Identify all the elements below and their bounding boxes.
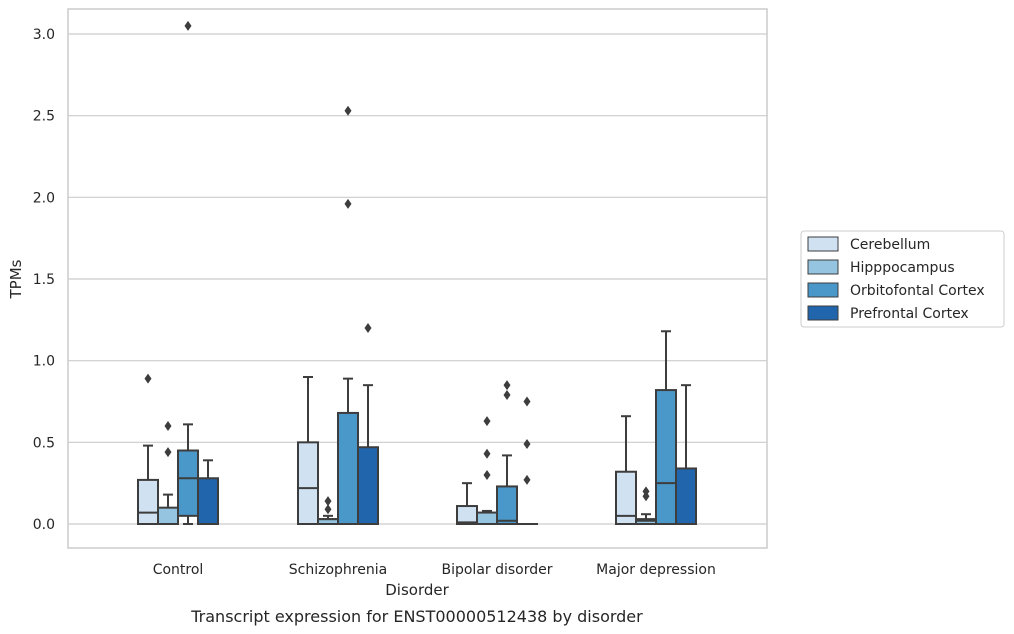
x-tick-label: Control	[153, 562, 204, 578]
outlier-point	[144, 373, 152, 384]
y-axis-label: TPMs	[7, 259, 25, 299]
outlier-point	[364, 323, 372, 333]
y-tick-label: 3.0	[33, 27, 55, 43]
outlier-point	[344, 198, 352, 209]
box-iqr	[456, 505, 478, 525]
outlier-point	[324, 496, 332, 507]
plot-frame	[67, 8, 768, 549]
box-iqr	[476, 511, 498, 525]
grid-lines	[68, 33, 767, 525]
x-tick-label: Bipolar disorder	[441, 562, 552, 578]
outlier-point	[483, 448, 491, 459]
legend-swatch	[807, 259, 839, 275]
box-prefrontal-cortex-1	[357, 323, 379, 526]
outlier-point	[523, 438, 531, 449]
y-tick-label: 2.5	[33, 109, 55, 125]
box-orbitofontal-cortex-2	[496, 380, 518, 525]
box-hipppocampus-3	[635, 486, 657, 525]
x-tick-label: Major depression	[596, 562, 716, 578]
box-orbitofontal-cortex-1	[337, 105, 359, 525]
y-tick-label: 1.0	[33, 354, 55, 370]
legend-label: Orbitofontal Cortex	[850, 283, 985, 299]
legend-swatch	[807, 282, 839, 298]
box-prefrontal-cortex-2	[516, 396, 538, 526]
box-iqr	[337, 411, 359, 525]
outlier-point	[503, 380, 511, 391]
outlier-point	[642, 486, 650, 497]
x-tick-label: Schizophrenia	[289, 562, 387, 578]
plot-area	[137, 20, 697, 526]
box-hipppocampus-1	[317, 496, 339, 525]
outlier-point	[523, 474, 531, 485]
box-iqr	[297, 441, 319, 526]
y-tick-label: 1.5	[33, 272, 55, 288]
y-tick-label: 0.0	[33, 517, 55, 533]
box-iqr	[675, 467, 697, 526]
legend-label: Cerebellum	[850, 237, 930, 253]
box-orbitofontal-cortex-0	[177, 20, 199, 525]
box-prefrontal-cortex-0	[197, 459, 219, 525]
box-orbitofontal-cortex-3	[655, 330, 677, 526]
box-iqr	[357, 446, 379, 526]
box-iqr	[157, 506, 179, 525]
outlier-point	[483, 470, 491, 480]
box-iqr	[197, 477, 219, 525]
legend-swatch	[807, 305, 839, 321]
outlier-point	[503, 389, 511, 400]
box-iqr	[496, 485, 518, 525]
box-hipppocampus-0	[157, 421, 179, 525]
outlier-point	[164, 421, 172, 431]
box-cerebellum-2	[456, 482, 478, 525]
box-iqr	[655, 389, 677, 526]
legend-frame	[800, 230, 1005, 328]
x-axis-label: Disorder	[385, 581, 449, 599]
y-tick-label: 0.5	[33, 435, 55, 451]
outlier-point	[483, 416, 491, 427]
outlier-point	[324, 504, 332, 515]
legend-label: Hipppocampus	[850, 260, 955, 276]
box-cerebellum-1	[297, 376, 319, 526]
outlier-point	[523, 396, 531, 407]
box-cerebellum-0	[137, 373, 159, 525]
box-iqr	[177, 449, 199, 517]
box-iqr	[615, 470, 637, 526]
y-tick-label: 2.0	[33, 190, 55, 206]
legend: Cerebellum Hipppocampus Orbitofontal Corte…	[800, 230, 1005, 328]
outlier-point	[344, 105, 352, 116]
legend-label: Prefrontal Cortex	[850, 306, 969, 322]
y-tick-labels: 0.0 0.5 1.0 1.5 2.0 2.5 3.0	[33, 27, 55, 533]
box-iqr	[137, 478, 159, 525]
box-cerebellum-3	[615, 415, 637, 526]
outlier-point	[164, 447, 172, 458]
box-prefrontal-cortex-3	[675, 384, 697, 526]
box-hipppocampus-2	[476, 416, 498, 525]
x-tick-labels: Control Schizophrenia Bipolar disorder Majo…	[153, 562, 716, 578]
outlier-point	[184, 20, 192, 31]
chart-caption: Transcript expression for ENST0000051243…	[190, 607, 643, 626]
legend-swatch	[807, 236, 839, 252]
